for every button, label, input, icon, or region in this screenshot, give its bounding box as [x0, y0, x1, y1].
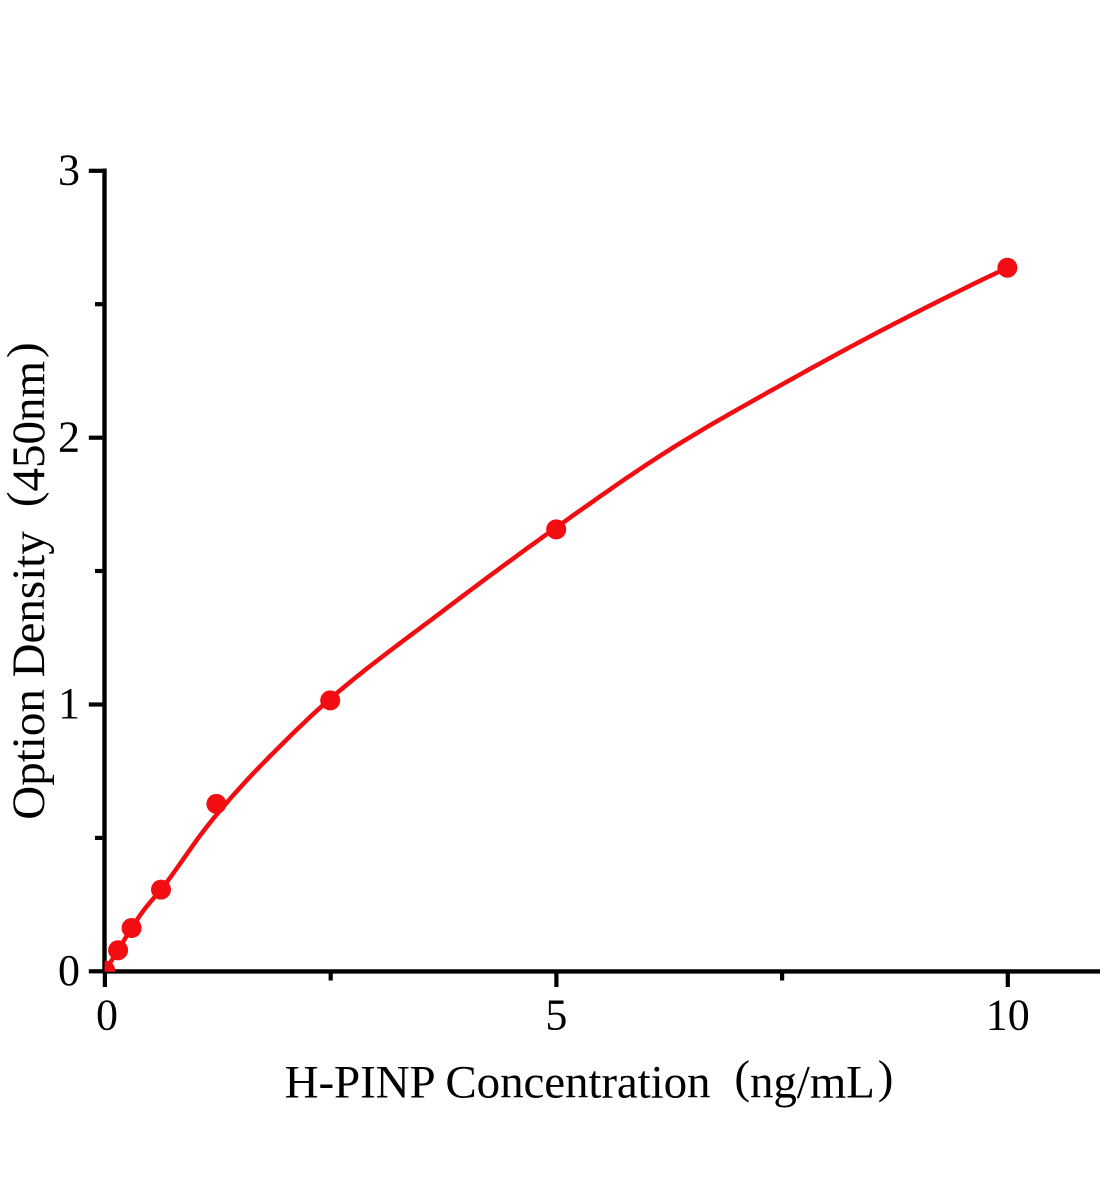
svg-text:3: 3: [58, 146, 80, 195]
svg-text:H-PINP Concentration(ng/mL): H-PINP Concentration (ng/mL): [285, 1052, 894, 1109]
svg-text:2: 2: [58, 412, 80, 461]
svg-text:1: 1: [58, 679, 80, 728]
svg-text:Option Density(450nm): Option Density(450nm): [0, 342, 55, 819]
svg-text:10: 10: [986, 991, 1030, 1040]
svg-text:0: 0: [96, 991, 118, 1040]
svg-text:0: 0: [58, 946, 80, 995]
svg-text:5: 5: [545, 991, 567, 1040]
